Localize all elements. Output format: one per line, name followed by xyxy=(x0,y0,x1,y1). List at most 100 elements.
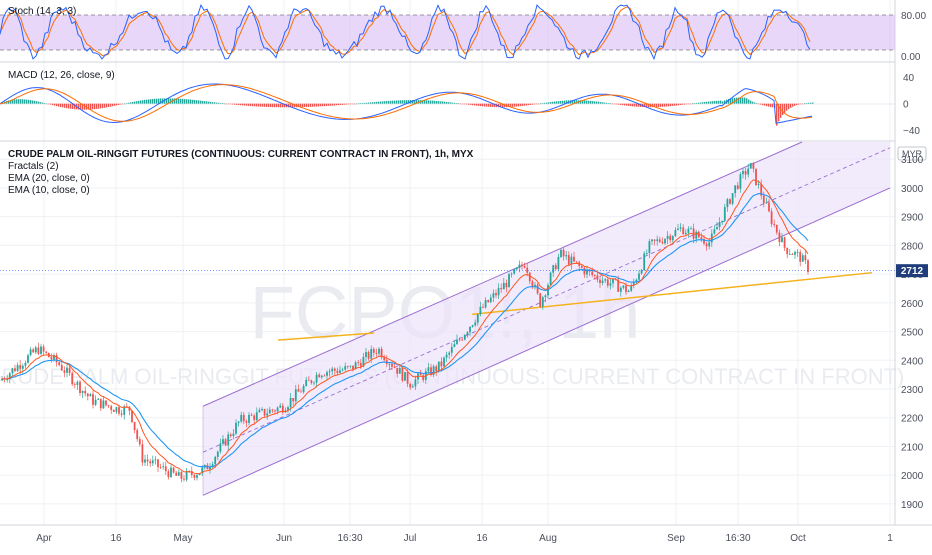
macd-hist-bar xyxy=(444,101,446,104)
candle-body xyxy=(742,171,744,175)
candle-body xyxy=(214,456,217,465)
macd-hist-bar xyxy=(676,103,678,106)
candle-body xyxy=(781,237,783,243)
parallel-channel[interactable] xyxy=(202,141,891,496)
macd-hist-bar xyxy=(110,103,112,107)
candle-body xyxy=(515,267,518,270)
channel-middle-line xyxy=(202,147,891,453)
macd-hist-bar xyxy=(72,103,74,110)
stoch-pane[interactable]: Stoch (14, 3, 3) 80.00 0.00 xyxy=(0,3,926,63)
macd-hist-bar xyxy=(130,102,132,104)
macd-hist-bar xyxy=(320,103,322,107)
macd-hist-bar xyxy=(548,102,550,104)
candle-body xyxy=(682,227,685,235)
indicator-legend-ema10[interactable]: EMA (10, close, 0) xyxy=(8,185,90,196)
macd-hist-bar xyxy=(292,103,294,108)
macd-hist-bar xyxy=(752,101,754,104)
macd-hist-bar xyxy=(96,103,98,109)
macd-hist-bar xyxy=(586,100,588,104)
time-axis[interactable]: Apr 16 May Jun 16:30 Jul 16 Aug Sep 16:30 Oct 1 xyxy=(36,533,893,544)
candle-body xyxy=(154,459,157,461)
indicator-legend-ema20[interactable]: EMA (20, close, 0) xyxy=(8,173,90,184)
candle-body xyxy=(653,239,656,241)
stoch-label[interactable]: Stoch (14, 3, 3) xyxy=(8,6,76,17)
macd-hist-bar xyxy=(288,103,290,108)
candle-body xyxy=(580,265,583,268)
candle-body xyxy=(261,408,263,411)
macd-hist-bar xyxy=(298,103,300,108)
candle-body xyxy=(112,409,115,412)
candle-body xyxy=(14,368,16,371)
macd-hist-bar xyxy=(224,103,226,105)
candle-body xyxy=(339,370,341,373)
candle-body xyxy=(430,367,432,375)
macd-hist-bar xyxy=(764,103,766,106)
candle-body xyxy=(757,184,760,186)
candle-body xyxy=(684,232,687,235)
macd-hist-bar xyxy=(516,103,518,107)
symbol-title[interactable]: CRUDE PALM OIL-RINGGIT FUTURES (CONTINUO… xyxy=(8,149,474,160)
candle-body xyxy=(68,367,71,374)
candle-body xyxy=(625,285,627,293)
price-axis-tick: 2800 xyxy=(901,241,924,252)
candle-body xyxy=(193,474,196,478)
candle-body xyxy=(765,202,768,204)
candle-body xyxy=(411,386,414,388)
macd-hist-bar xyxy=(614,103,616,105)
ema20-line xyxy=(1,193,809,468)
macd-hist-bar xyxy=(118,103,120,105)
candle-body xyxy=(601,280,604,284)
candle-body xyxy=(638,273,640,280)
macd-hist-bar xyxy=(398,100,400,104)
macd-hist-bar xyxy=(646,103,648,108)
macd-hist-bar xyxy=(728,99,730,104)
candle-body xyxy=(19,365,22,369)
candle-body xyxy=(513,269,516,274)
macd-hist-bar xyxy=(22,99,24,104)
macd-label[interactable]: MACD (12, 26, close, 9) xyxy=(8,70,115,81)
macd-hist-bar xyxy=(594,101,596,104)
macd-hist-bar xyxy=(26,99,28,104)
macd-hist-bar xyxy=(636,103,638,107)
macd-hist-bar xyxy=(222,103,224,104)
candle-body xyxy=(336,370,339,373)
macd-hist-bar xyxy=(668,103,670,107)
candle-body xyxy=(245,421,248,423)
candle-body xyxy=(388,363,391,365)
macd-pane[interactable]: MACD (12, 26, close, 9) 40 0 −40 xyxy=(0,70,920,137)
macd-hist-bar xyxy=(608,103,610,104)
macd-hist-bar xyxy=(740,97,742,104)
macd-hist-bar xyxy=(700,102,702,104)
macd-hist-bar xyxy=(174,98,176,104)
price-axis-tick: 1900 xyxy=(901,500,924,511)
macd-hist-bar xyxy=(470,103,472,105)
time-axis-label: Sep xyxy=(667,533,685,544)
stoch-tick-lower: 0.00 xyxy=(901,52,921,63)
macd-hist-bar xyxy=(158,98,160,104)
macd-hist-bar xyxy=(12,99,14,104)
price-pane[interactable]: CRUDE PALM OIL-RINGGIT FUTURES (CONTINUO… xyxy=(0,141,928,511)
macd-hist-bar xyxy=(810,102,812,104)
currency-badge[interactable] xyxy=(897,146,927,161)
candle-body xyxy=(227,434,230,446)
indicator-legend-fractals[interactable]: Fractals (2) xyxy=(8,161,59,172)
trendlines[interactable] xyxy=(277,271,873,341)
candle-body xyxy=(541,297,544,307)
candle-body xyxy=(175,472,178,476)
macd-hist-bar xyxy=(460,103,462,105)
candle-body xyxy=(713,229,716,234)
macd-hist-bar xyxy=(812,102,814,104)
macd-hist-bar xyxy=(734,97,736,104)
macd-hist-bar xyxy=(602,102,604,104)
macd-hist-bar xyxy=(556,101,558,104)
macd-hist-bar xyxy=(720,100,722,104)
candle-body xyxy=(736,185,739,189)
candle-body xyxy=(723,207,726,221)
candle-body xyxy=(476,314,479,323)
macd-hist-bar xyxy=(592,101,594,104)
candle-body xyxy=(34,347,37,353)
candle-body xyxy=(349,365,352,367)
macd-hist-bar xyxy=(412,100,414,104)
candle-body xyxy=(79,381,81,393)
